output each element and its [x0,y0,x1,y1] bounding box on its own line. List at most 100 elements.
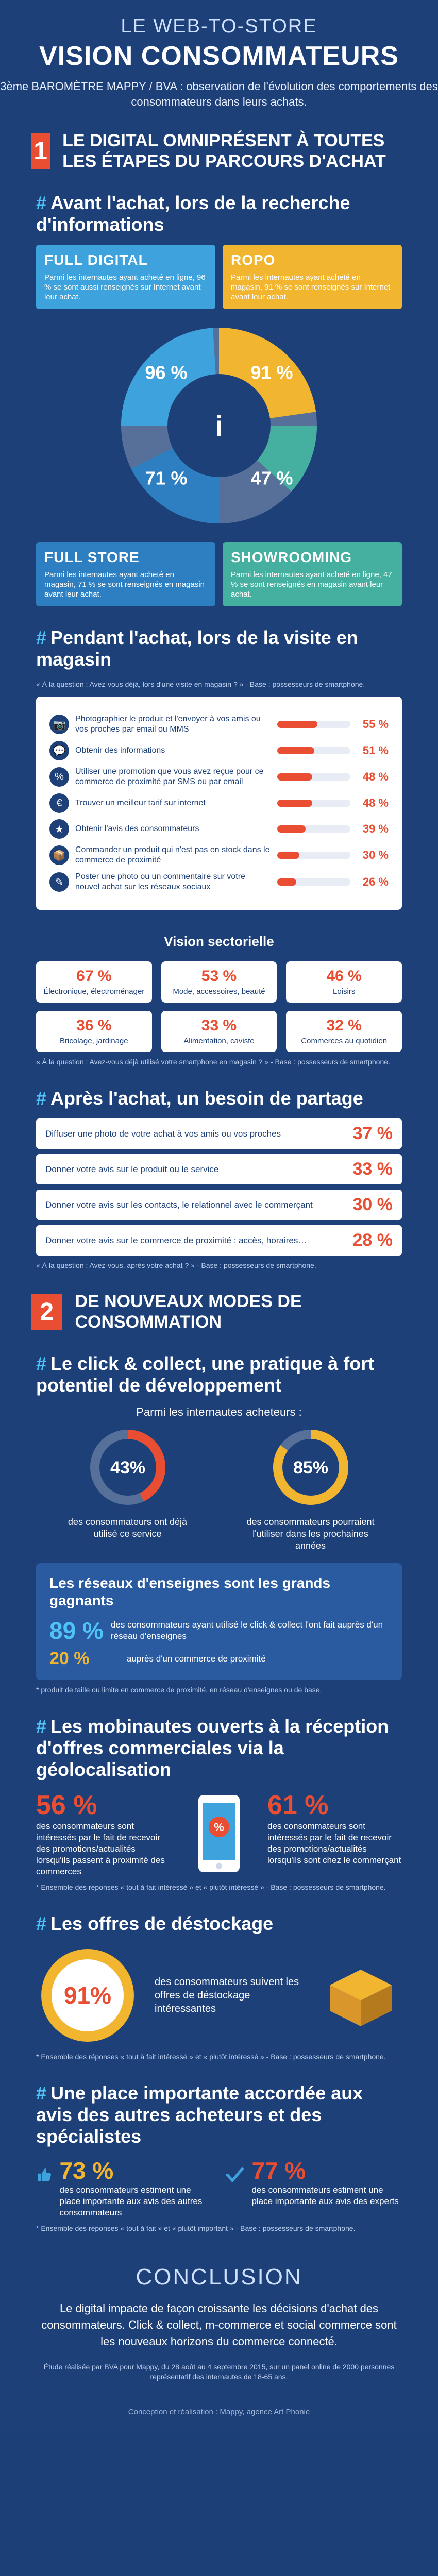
reseaux-title: Les réseaux d'enseignes sont les grands … [49,1575,331,1608]
sector-value: 67 % [76,968,112,985]
infographic: LE WEB-TO-STORE VISION CONSOMMATEURS 3èm… [0,0,438,2416]
sector-value: 33 % [201,1017,237,1034]
bar-row: 💬 Obtenir des informations 51 % [49,741,389,760]
conclusion-text: Le digital impacte de façon croissante l… [41,2302,397,2348]
destock-pct: 91% [64,1982,111,2009]
sector-value: 53 % [201,968,237,985]
part-1-title: LE DIGITAL OMNIPRÉSENT À TOUTES LES ÉTAP… [62,131,386,171]
box-icon [330,1970,392,2026]
donut-segment [219,328,316,418]
research-quadrants: FULL DIGITAL Parmi les internautes ayant… [36,245,402,309]
header-title: VISION CONSOMMATEURS [39,41,399,71]
sector-heading: Vision sectorielle [164,934,274,949]
share-value: 33 % [352,1159,393,1179]
click-collect-note: * produit de taille ou limite en commerc… [36,1686,322,1694]
cc-ring: 85% [273,1430,348,1505]
bar [277,825,306,833]
footer-credits: Conception et réalisation : Mappy, agenc… [128,2408,310,2416]
sector-card: 33 % Alimentation, caviste [161,1011,277,1052]
share-row: Donner votre avis sur les contacts, le r… [36,1190,402,1220]
bar [277,800,313,807]
sector-label: Électronique, électroménager [43,987,145,996]
part-2-title: DE NOUVEAUX MODES DE CONSOMMATION [75,1292,302,1332]
checkmark-icon [226,2167,244,2183]
share-label: Donner votre avis sur le commerce de pro… [45,1235,307,1245]
share-label: Donner votre avis sur les contacts, le r… [45,1200,313,1210]
phone-pin-icon: % [183,1790,255,1877]
reseaux-pct-2: 20 % [49,1649,90,1668]
bar [277,747,315,754]
share-label: Diffuser une photo de votre achat à vos … [45,1129,281,1139]
destock-note: * Ensemble des réponses « tout à fait in… [36,2053,386,2061]
bar-track [277,721,350,728]
donut-value-label: 47 % [250,468,293,489]
quadrant-title: FULL STORE [44,549,140,565]
sharing-list: Diffuser une photo de votre achat à vos … [36,1118,402,1256]
sector-card: 46 % Loisirs [286,961,402,1003]
bar-row-icon: 📷 [49,715,69,734]
bar-row-icon: 📦 [49,845,69,865]
share-row: Donner votre avis sur le produit ou le s… [36,1154,402,1184]
sharing-heading: # Après l'achat, un besoin de partage [36,1088,363,1109]
click-collect-section: # Le click & collect, une pratique à fort… [0,1343,438,1705]
destock-heading: # Les offres de déstockage [36,1913,274,1934]
bar-track [277,825,350,833]
bar-row: % Utiliser une promotion que vous avez re… [49,767,389,787]
reseaux-card: Les réseaux d'enseignes sont les grands … [36,1563,402,1680]
bar-row-icon: € [49,793,69,813]
mobile-left-label: des consommateurs sont intéressés par le… [36,1821,165,1876]
bar-row: ✎ Poster une photo ou un commentaire sur … [49,872,389,892]
mobile-cols: 56 % des consommateurs sont intéressés p… [36,1790,402,1877]
bar-label: Trouver un meilleur tarif sur internet [75,799,206,807]
sector-label: Alimentation, caviste [183,1037,255,1045]
bar-value: 30 % [362,849,389,861]
sector-grid: 67 % Électronique, électroménager 53 % Mode… [36,961,402,1052]
header: LE WEB-TO-STORE VISION CONSOMMATEURS 3èm… [0,0,438,120]
bar-value: 55 % [362,718,389,731]
reviews-section: # Une place importante accordée aux avis … [0,2072,438,2244]
destock-section: # Les offres de déstockage 91% des consom… [0,1903,438,2072]
donut-value-label: 96 % [145,362,187,383]
bar-track [277,800,350,807]
sector-label: Bricolage, jardinage [60,1037,128,1045]
bar-row-icon: ✎ [49,872,69,892]
donut-value-label: 91 % [250,362,293,383]
research-section: # Avant l'achat, lors de la recherche d'i… [0,182,438,617]
cc-circle: 43% des consommateurs ont déjà utilisé ce… [61,1426,195,1552]
reseaux-row-1: 89 % des consommateurs ayant utilisé le … [49,1617,389,1645]
bar-label: Commander un produit qui n'est pas en st… [75,845,270,865]
sector-value: 46 % [326,968,362,985]
donut-value-label: 71 % [145,468,187,489]
share-value: 30 % [352,1195,393,1214]
quadrant-title: ROPO [231,252,276,268]
sharing-note: « À la question : Avez-vous, après votre… [36,1261,316,1269]
bar [277,721,318,728]
quadrant-desc: Parmi les internautes ayant acheté en ma… [231,273,391,301]
sector-label: Mode, accessoires, beauté [173,987,265,996]
click-collect-heading: # Le click & collect, une pratique à fort… [36,1353,375,1396]
header-subtitle: 3ème BAROMÈTRE MAPPY / BVA : observation… [0,80,438,108]
sector-section: Vision sectorielle 67 % Électronique, éle… [0,920,438,1077]
conclusion-title: CONCLUSION [136,2264,302,2290]
mobile-note: * Ensemble des réponses « tout à fait in… [36,1883,386,1891]
reviews-heading: # Une place importante accordée aux avis … [36,2082,363,2147]
reviews-left-label: des consommateurs estiment une place imp… [59,2185,203,2217]
quadrant-ropo: ROPO Parmi les internautes ayant acheté … [223,245,402,309]
bar-label: Obtenir l'avis des consommateurs [75,824,199,833]
conclusion-method: Étude réalisée par BVA pour Mappy, du 28… [43,2363,395,2381]
reviews-note: * Ensemble des réponses « tout à fait » … [36,2224,356,2232]
reseaux-row-2: 20 % auprès d'un commerce de proximité [49,1649,389,1669]
quadrant-title: FULL DIGITAL [44,252,148,268]
part-2-banner: 2 DE NOUVEAUX MODES DE CONSOMMATION [31,1291,407,1332]
bar-label: Poster une photo ou un commentaire sur v… [75,872,245,891]
bar-row: ★ Obtenir l'avis des consommateurs 39 % [49,819,389,839]
sector-label: Commerces au quotidien [301,1037,388,1045]
bar-row-icon: 💬 [49,741,69,760]
header-pretitle: LE WEB-TO-STORE [121,15,317,37]
cc-value: 85% [293,1458,328,1478]
cc-ring: 43% [90,1430,165,1505]
mobile-left-pct: 56 % [36,1790,97,1820]
destock-gauge: 91% [41,1949,134,2042]
bar-label: Obtenir des informations [75,746,165,755]
mobile-right: 61 % des consommateurs sont intéressés p… [267,1790,402,1877]
